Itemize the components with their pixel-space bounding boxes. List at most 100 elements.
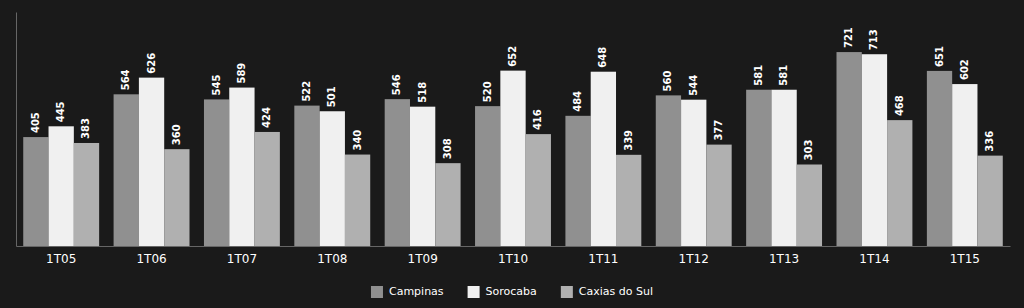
bar bbox=[797, 165, 822, 246]
data-label: 560 bbox=[662, 70, 673, 91]
x-tick-label: 1T10 bbox=[498, 252, 528, 266]
bar bbox=[229, 88, 254, 246]
bar bbox=[706, 145, 731, 246]
bar bbox=[164, 149, 189, 246]
bar bbox=[656, 95, 681, 246]
data-label: 416 bbox=[532, 109, 543, 130]
bar bbox=[681, 100, 706, 246]
y-axis-line bbox=[16, 13, 17, 247]
x-tick-label: 1T07 bbox=[227, 252, 257, 266]
data-label: 405 bbox=[30, 112, 41, 133]
bars bbox=[23, 52, 1003, 246]
data-label: 445 bbox=[55, 101, 66, 122]
bar bbox=[294, 106, 319, 246]
data-label: 501 bbox=[326, 86, 337, 107]
data-label: 581 bbox=[753, 65, 764, 86]
data-label: 602 bbox=[959, 59, 970, 80]
data-label: 377 bbox=[713, 120, 724, 141]
bar bbox=[475, 106, 500, 246]
legend-item: Caxias do Sul bbox=[561, 285, 653, 298]
x-tick-label: 1T13 bbox=[769, 252, 799, 266]
x-axis: 1T05 1T06 1T07 1T08 1T09 1T10 1T11 1T12 1T13 1T14… bbox=[17, 246, 1011, 266]
bar bbox=[435, 163, 460, 246]
y-axis bbox=[16, 13, 17, 247]
legend: Campinas Sorocaba Caxias do Sul bbox=[371, 285, 653, 298]
data-label: 468 bbox=[894, 95, 905, 116]
bar bbox=[139, 78, 164, 246]
x-tick: 1T14 bbox=[859, 246, 889, 266]
x-axis-line bbox=[17, 246, 1011, 247]
bar bbox=[862, 54, 887, 246]
bar bbox=[746, 90, 771, 246]
data-label: 383 bbox=[80, 118, 91, 139]
bar bbox=[771, 90, 796, 246]
chart: 4055645455225465204845605817216514456265… bbox=[0, 0, 1024, 308]
data-label: 564 bbox=[120, 69, 131, 90]
x-tick-label: 1T12 bbox=[679, 252, 709, 266]
bar bbox=[410, 107, 435, 246]
x-tick: 1T08 bbox=[317, 246, 347, 266]
data-label: 544 bbox=[688, 75, 699, 96]
x-tick-label: 1T15 bbox=[950, 252, 980, 266]
legend-swatch bbox=[561, 286, 573, 298]
data-labels: 4055645455225465204845605817216514456265… bbox=[30, 27, 995, 160]
bar bbox=[23, 137, 48, 246]
data-label: 339 bbox=[623, 130, 634, 151]
x-tick: 1T12 bbox=[679, 246, 709, 266]
data-label: 518 bbox=[417, 82, 428, 103]
data-label: 626 bbox=[146, 53, 157, 74]
bar bbox=[887, 120, 912, 246]
bar bbox=[565, 116, 590, 246]
x-tick-label: 1T06 bbox=[136, 252, 166, 266]
x-tick-label: 1T11 bbox=[588, 252, 618, 266]
data-label: 303 bbox=[803, 140, 814, 161]
bar bbox=[114, 94, 139, 246]
x-tick: 1T15 bbox=[950, 246, 980, 266]
data-label: 546 bbox=[391, 74, 402, 95]
bar bbox=[500, 71, 525, 246]
legend-swatch bbox=[468, 286, 480, 298]
x-tick-label: 1T14 bbox=[859, 252, 889, 266]
data-label: 651 bbox=[934, 46, 945, 67]
data-label: 340 bbox=[352, 130, 363, 151]
x-tick-label: 1T08 bbox=[317, 252, 347, 266]
bar bbox=[952, 84, 977, 246]
bar bbox=[204, 99, 229, 246]
data-label: 652 bbox=[507, 46, 518, 67]
data-label: 360 bbox=[171, 124, 182, 145]
x-tick: 1T06 bbox=[136, 246, 166, 266]
x-tick: 1T09 bbox=[408, 246, 438, 266]
bar bbox=[616, 155, 641, 246]
legend-label: Sorocaba bbox=[486, 285, 537, 298]
bar bbox=[49, 126, 74, 246]
data-label: 336 bbox=[984, 131, 995, 152]
bar bbox=[74, 143, 99, 246]
legend-item: Sorocaba bbox=[468, 285, 537, 298]
data-label: 424 bbox=[261, 107, 272, 128]
data-label: 522 bbox=[301, 81, 312, 102]
bar bbox=[320, 111, 345, 246]
data-label: 545 bbox=[211, 74, 222, 95]
bar bbox=[385, 99, 410, 246]
legend-item: Campinas bbox=[371, 285, 444, 298]
bar bbox=[977, 156, 1002, 246]
data-label: 713 bbox=[868, 29, 879, 50]
x-tick-label: 1T09 bbox=[408, 252, 438, 266]
bar bbox=[526, 134, 551, 246]
x-tick: 1T11 bbox=[588, 246, 618, 266]
data-label: 721 bbox=[843, 27, 854, 48]
data-label: 308 bbox=[442, 138, 453, 159]
bar bbox=[255, 132, 280, 246]
x-tick: 1T05 bbox=[46, 246, 76, 266]
legend-swatch bbox=[371, 286, 383, 298]
x-tick: 1T10 bbox=[498, 246, 528, 266]
x-tick: 1T13 bbox=[769, 246, 799, 266]
plot: 4055645455225465204845605817216514456265… bbox=[17, 13, 1011, 266]
data-label: 589 bbox=[236, 63, 247, 84]
legend-label: Caxias do Sul bbox=[579, 285, 653, 298]
legend-label: Campinas bbox=[389, 285, 444, 298]
data-label: 484 bbox=[572, 91, 583, 112]
bar bbox=[837, 52, 862, 246]
bar bbox=[927, 71, 952, 246]
bar bbox=[591, 72, 616, 246]
